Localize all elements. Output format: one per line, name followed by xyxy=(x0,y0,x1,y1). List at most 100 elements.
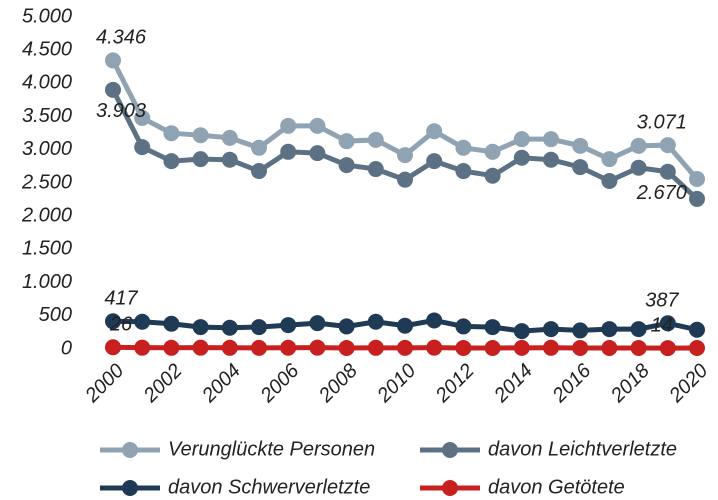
y-tick-label: 4.000 xyxy=(22,72,72,94)
point xyxy=(105,313,121,330)
point xyxy=(659,315,676,332)
point xyxy=(163,315,180,332)
point xyxy=(367,131,384,148)
point xyxy=(221,129,238,146)
point xyxy=(426,123,443,140)
point xyxy=(309,339,326,356)
point xyxy=(484,143,501,160)
point xyxy=(309,315,326,332)
point xyxy=(543,339,559,356)
point xyxy=(134,139,151,156)
point xyxy=(484,167,501,184)
legend-marker xyxy=(122,442,138,458)
legend-marker xyxy=(442,480,458,496)
point xyxy=(309,145,326,162)
data-label: 14 xyxy=(651,314,673,336)
data-label: 387 xyxy=(645,290,679,312)
point xyxy=(601,340,618,357)
legend-label: Verunglückte Personen xyxy=(168,438,375,460)
point xyxy=(397,339,413,356)
point xyxy=(134,339,151,356)
point xyxy=(338,157,355,174)
point xyxy=(338,339,355,356)
point xyxy=(455,139,472,156)
point xyxy=(689,340,705,357)
point xyxy=(280,143,297,160)
point xyxy=(251,139,267,156)
point xyxy=(221,339,238,356)
y-tick-label: 2.000 xyxy=(21,204,72,226)
point xyxy=(397,171,413,188)
point xyxy=(513,131,530,148)
point xyxy=(630,339,647,356)
y-tick-label: 2.500 xyxy=(21,171,72,193)
point xyxy=(134,313,151,330)
point xyxy=(105,339,121,356)
point xyxy=(192,339,209,356)
point xyxy=(484,319,501,336)
point xyxy=(689,321,705,338)
point xyxy=(367,339,384,356)
point xyxy=(280,317,297,334)
point xyxy=(601,321,618,338)
point xyxy=(163,153,180,170)
x-tick-label: 2004 xyxy=(197,360,245,408)
point xyxy=(689,190,705,207)
point xyxy=(338,318,355,335)
point xyxy=(134,109,151,126)
point xyxy=(163,125,180,142)
data-label: 2.670 xyxy=(636,182,687,204)
point xyxy=(426,153,443,170)
x-tick-label: 2000 xyxy=(81,360,129,408)
y-tick-label: 1.500 xyxy=(22,238,72,260)
point xyxy=(221,151,238,168)
point xyxy=(572,159,589,176)
point xyxy=(455,318,472,335)
point xyxy=(572,137,589,154)
point xyxy=(513,149,530,166)
point xyxy=(630,159,647,176)
point xyxy=(367,161,384,178)
point xyxy=(601,151,618,168)
data-label: 26 xyxy=(109,314,133,336)
point xyxy=(659,137,676,154)
x-tick-label: 2002 xyxy=(139,360,187,408)
point xyxy=(280,117,297,134)
point xyxy=(397,147,413,164)
point xyxy=(251,339,267,356)
point xyxy=(338,133,355,150)
data-label: 3.071 xyxy=(637,111,687,133)
point xyxy=(397,317,413,334)
point xyxy=(630,137,647,154)
point xyxy=(543,131,559,148)
point xyxy=(251,163,267,180)
x-tick-label: 2006 xyxy=(256,359,304,407)
x-tick-label: 2016 xyxy=(548,359,596,407)
point xyxy=(689,171,705,188)
point xyxy=(192,319,209,336)
point xyxy=(543,151,559,168)
data-label: 417 xyxy=(104,288,138,310)
point xyxy=(659,340,676,357)
y-tick-label: 3.000 xyxy=(22,138,72,160)
legend-marker xyxy=(122,480,138,496)
point xyxy=(280,339,297,356)
point xyxy=(192,151,209,168)
y-tick-label: 4.500 xyxy=(22,38,72,60)
point xyxy=(455,163,472,180)
point xyxy=(601,173,618,190)
point xyxy=(192,127,209,144)
legend-marker xyxy=(442,442,458,458)
point xyxy=(163,339,180,356)
point xyxy=(659,163,676,180)
point xyxy=(221,319,238,336)
x-tick-label: 2010 xyxy=(373,360,421,408)
point xyxy=(426,339,443,356)
legend-label: davon Getötete xyxy=(488,476,625,498)
data-label: 3.903 xyxy=(96,100,146,122)
point xyxy=(309,117,326,134)
x-tick-label: 2018 xyxy=(606,360,654,408)
point xyxy=(513,339,530,356)
point xyxy=(630,321,647,338)
